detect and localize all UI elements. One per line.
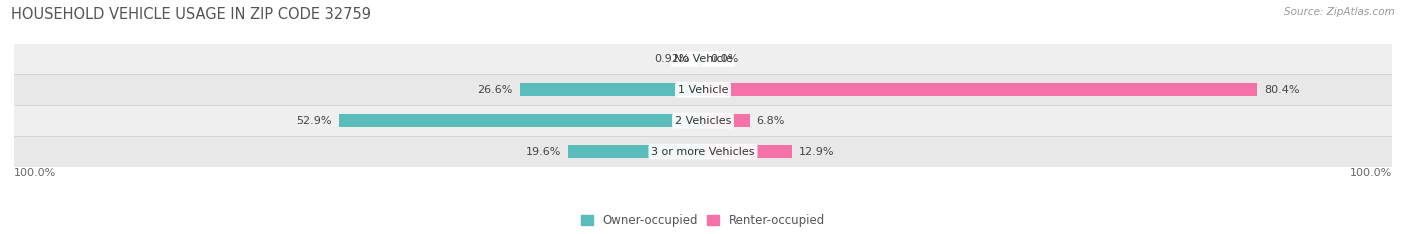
Bar bbox=[703, 145, 792, 158]
Bar bbox=[520, 83, 703, 96]
Text: Source: ZipAtlas.com: Source: ZipAtlas.com bbox=[1284, 7, 1395, 17]
Text: 12.9%: 12.9% bbox=[799, 146, 834, 157]
Text: 80.4%: 80.4% bbox=[1264, 85, 1299, 95]
Text: 0.92%: 0.92% bbox=[654, 54, 690, 64]
Bar bbox=[696, 53, 703, 66]
Text: 19.6%: 19.6% bbox=[526, 146, 561, 157]
Bar bbox=[703, 83, 1257, 96]
Bar bbox=[703, 114, 749, 127]
Bar bbox=[339, 114, 703, 127]
Text: 0.0%: 0.0% bbox=[710, 54, 738, 64]
Bar bbox=[568, 145, 703, 158]
Text: HOUSEHOLD VEHICLE USAGE IN ZIP CODE 32759: HOUSEHOLD VEHICLE USAGE IN ZIP CODE 3275… bbox=[11, 7, 371, 22]
Text: 2 Vehicles: 2 Vehicles bbox=[675, 116, 731, 126]
Bar bbox=[14, 74, 1392, 105]
Bar bbox=[14, 136, 1392, 167]
Text: 100.0%: 100.0% bbox=[1350, 168, 1392, 179]
Text: 6.8%: 6.8% bbox=[756, 116, 785, 126]
Legend: Owner-occupied, Renter-occupied: Owner-occupied, Renter-occupied bbox=[576, 210, 830, 232]
Text: 100.0%: 100.0% bbox=[14, 168, 56, 179]
Text: 3 or more Vehicles: 3 or more Vehicles bbox=[651, 146, 755, 157]
Bar bbox=[14, 105, 1392, 136]
Text: No Vehicle: No Vehicle bbox=[673, 54, 733, 64]
Text: 52.9%: 52.9% bbox=[297, 116, 332, 126]
Bar bbox=[14, 44, 1392, 74]
Text: 1 Vehicle: 1 Vehicle bbox=[678, 85, 728, 95]
Text: 26.6%: 26.6% bbox=[478, 85, 513, 95]
